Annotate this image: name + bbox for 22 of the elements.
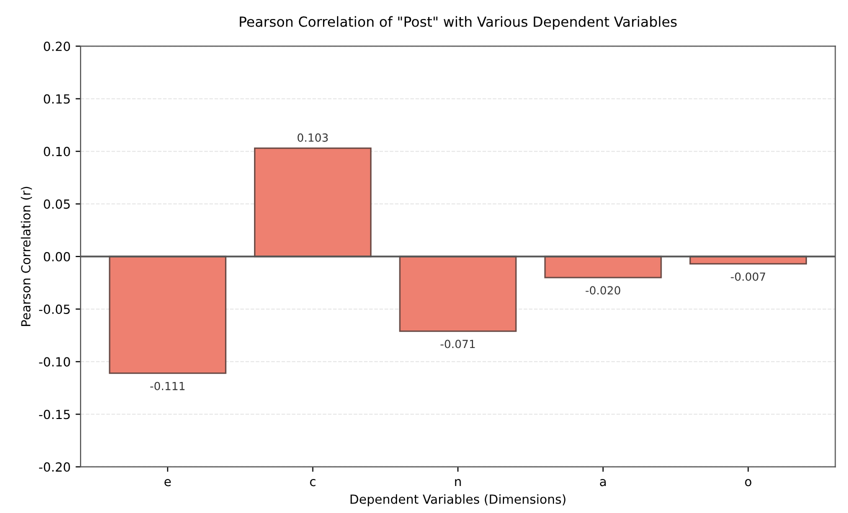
data-label: -0.020 xyxy=(586,286,620,295)
x-tick-label: n xyxy=(455,479,461,486)
data-label: -0.071 xyxy=(440,340,475,348)
x-axis-title: Dependent Variables (Dimensions) xyxy=(350,494,566,506)
x-tick-label: e xyxy=(164,479,171,486)
y-tick-label: -0.15 xyxy=(39,410,70,420)
x-tick-label: a xyxy=(600,479,606,486)
data-label: 0.103 xyxy=(298,133,328,142)
y-tick-label: 0.10 xyxy=(44,146,70,156)
y-tick-label: 0.20 xyxy=(44,42,70,52)
chart-title: Pearson Correlation of "Post" with Various Dependent Variables xyxy=(240,16,677,30)
y-tick-label: 0.05 xyxy=(44,199,70,209)
x-tick-label: c xyxy=(310,479,316,486)
y-tick-label: -0.05 xyxy=(39,304,70,314)
data-label: -0.007 xyxy=(730,272,766,281)
y-tick-label: 0.00 xyxy=(44,252,70,262)
y-tick-label: -0.20 xyxy=(39,462,70,472)
x-tick-label: o xyxy=(745,479,752,486)
y-tick-label: -0.10 xyxy=(39,357,70,367)
data-label: -0.111 xyxy=(150,382,185,390)
y-tick-label: 0.15 xyxy=(44,94,70,104)
y-axis-title: Pearson Correlation (r) xyxy=(20,186,32,326)
